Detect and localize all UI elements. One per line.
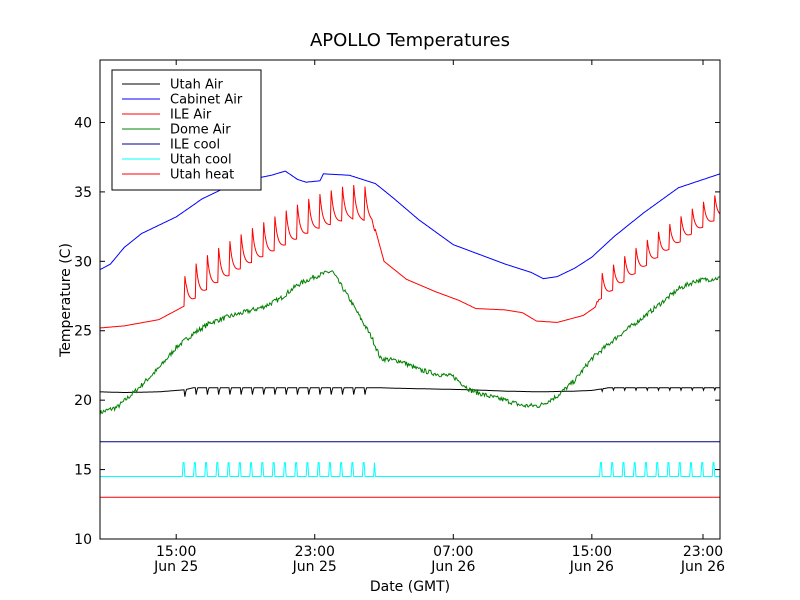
x-axis-label: Date (GMT) bbox=[370, 579, 450, 595]
chart-title: APOLLO Temperatures bbox=[310, 30, 510, 51]
legend-label: Utah cool bbox=[170, 153, 232, 168]
y-tick-label: 35 bbox=[74, 185, 92, 201]
legend-label: Dome Air bbox=[170, 123, 231, 138]
y-tick-label: 15 bbox=[74, 463, 92, 479]
legend-label: Cabinet Air bbox=[170, 93, 243, 108]
x-tick-date-label: Jun 26 bbox=[680, 559, 725, 575]
x-tick-time-label: 23:00 bbox=[683, 544, 723, 560]
series-line-utah-cool bbox=[100, 462, 720, 477]
legend-label: ILE cool bbox=[170, 138, 220, 153]
legend-label: Utah heat bbox=[170, 168, 234, 183]
y-tick-label: 10 bbox=[74, 532, 92, 548]
series-lines bbox=[99, 170, 721, 498]
series-line-ile-air bbox=[99, 185, 721, 329]
series-line-dome-air bbox=[99, 270, 721, 416]
x-tick-date-label: Jun 26 bbox=[569, 559, 614, 575]
series-line-utah-air bbox=[99, 387, 720, 397]
x-tick-time-label: 15:00 bbox=[156, 544, 196, 560]
series-line-cabinet-air bbox=[99, 170, 721, 280]
y-tick-label: 25 bbox=[74, 324, 92, 340]
x-tick-time-label: 07:00 bbox=[433, 544, 473, 560]
x-tick-time-label: 15:00 bbox=[572, 544, 612, 560]
y-tick-label: 30 bbox=[74, 254, 92, 270]
plot-frame bbox=[99, 59, 721, 540]
y-tick-label: 20 bbox=[74, 393, 92, 409]
legend-box bbox=[111, 69, 262, 191]
x-tick-date-label: Jun 25 bbox=[153, 559, 198, 575]
legend-label: ILE Air bbox=[170, 108, 212, 123]
x-tick-date-label: Jun 25 bbox=[292, 559, 337, 575]
x-tick-date-label: Jun 26 bbox=[430, 559, 475, 575]
legend-label: Utah Air bbox=[170, 78, 223, 93]
y-axis-label: Temperature (C) bbox=[58, 243, 74, 358]
y-axis-ticks: 10 15 20 25 30 35 40 bbox=[74, 115, 720, 548]
x-tick-time-label: 23:00 bbox=[295, 544, 335, 560]
y-tick-label: 40 bbox=[74, 115, 92, 131]
